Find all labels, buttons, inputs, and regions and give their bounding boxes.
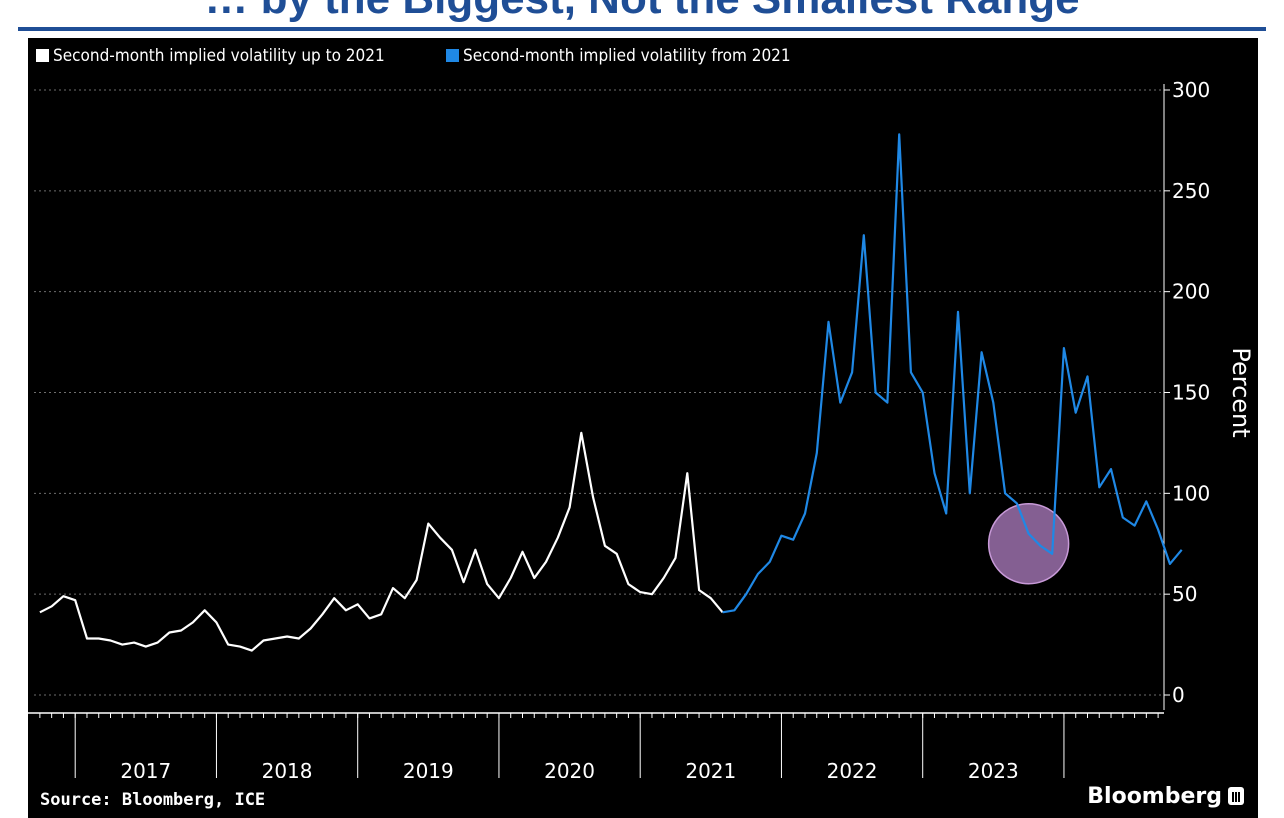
headline-banner: … by the Biggest, Not the Smallest Range <box>0 0 1284 26</box>
series-line-from-2021 <box>722 133 1183 614</box>
source-note: Source: Bloomberg, ICE <box>40 790 266 810</box>
y-tick-label: 150 <box>1172 381 1210 405</box>
terminal-icon <box>1228 787 1244 805</box>
x-tick-label: 2020 <box>544 759 595 778</box>
legend-swatch-white <box>36 49 49 62</box>
y-tick-label: 50 <box>1172 582 1197 606</box>
x-tick-label: 2018 <box>262 759 313 778</box>
x-tick-label: 2017 <box>120 759 171 778</box>
y-tick-label: 200 <box>1172 280 1210 304</box>
chart-panel: Second-month implied volatility up to 20… <box>28 38 1258 818</box>
y-tick-label: 250 <box>1172 179 1210 203</box>
y-tick-label: 0 <box>1172 683 1185 707</box>
legend-swatch-blue <box>446 49 459 62</box>
y-axis-title: Percent <box>1227 347 1255 437</box>
series-line-up-to-2021 <box>39 431 724 652</box>
legend-entry-from-2021: Second-month implied volatility from 202… <box>446 46 791 68</box>
x-tick-label: 2021 <box>685 759 736 778</box>
y-tick-label: 300 <box>1172 78 1210 102</box>
x-tick-label: 2019 <box>403 759 454 778</box>
highlight-circle <box>987 503 1070 585</box>
line-chart: 0 50 100 150 200 250 300 Percent 2017 2018 2019 202… <box>28 78 1255 778</box>
x-tick-label: 2023 <box>968 759 1019 778</box>
brand-text: Bloomberg <box>1087 784 1222 809</box>
headline-text: … by the Biggest, Not the Smallest Range <box>0 0 1284 24</box>
y-tick-label: 100 <box>1172 481 1210 505</box>
legend-label-up-to-2021: Second-month implied volatility up to 20… <box>53 46 385 66</box>
legend-label-from-2021: Second-month implied volatility from 202… <box>463 46 791 66</box>
legend-entry-up-to-2021: Second-month implied volatility up to 20… <box>36 46 385 68</box>
headline-rule <box>18 27 1266 31</box>
x-tick-label: 2022 <box>827 759 878 778</box>
bloomberg-logo: Bloomberg <box>1087 784 1244 809</box>
